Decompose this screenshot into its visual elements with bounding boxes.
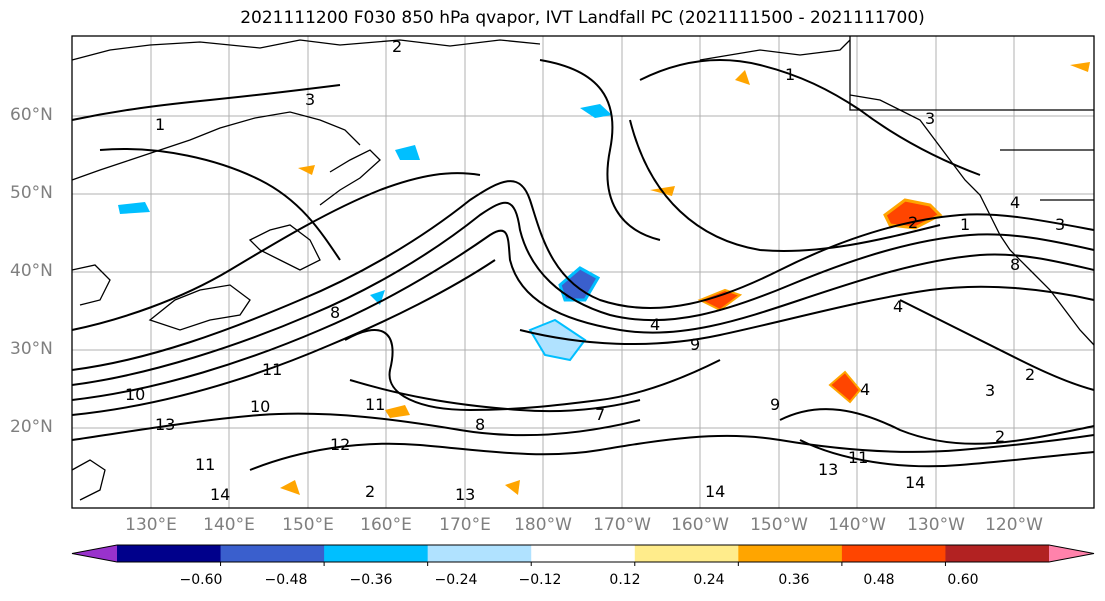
- colorbar-swatch: [427, 545, 532, 562]
- lon-label: 130°W: [907, 515, 965, 535]
- contour-label: 8: [475, 415, 485, 434]
- lon-label: 180°W: [514, 515, 572, 535]
- lon-label: 170°W: [593, 515, 651, 535]
- contour-label: 13: [455, 485, 475, 504]
- contour-label: 1: [960, 215, 970, 234]
- colorbar-extend-max: [1049, 545, 1094, 562]
- colorbar-tick-label: −0.36: [349, 572, 393, 588]
- lat-label-60n: 60°N: [10, 105, 53, 125]
- colorbar-swatch: [945, 545, 1050, 562]
- colorbar-swatch: [324, 545, 429, 562]
- contour-label: 10: [250, 397, 270, 416]
- colorbar-tick-label: −0.24: [434, 572, 478, 588]
- contour-label: 2: [392, 37, 402, 56]
- contour-label: 4: [893, 297, 903, 316]
- contour-label: 1: [785, 65, 795, 84]
- colorbar-tick-label: −0.60: [179, 572, 223, 588]
- contour-label: 4: [860, 380, 870, 399]
- lat-label-50n: 50°N: [10, 183, 53, 203]
- graticule: [72, 36, 1094, 508]
- contour-label: 8: [1010, 255, 1020, 274]
- colorbar-tick-label: −0.48: [264, 572, 308, 588]
- colorbar-swatch: [531, 545, 636, 562]
- contour-label: 11: [848, 448, 868, 467]
- contour-label: 7: [595, 405, 605, 424]
- lon-label: 140°E: [203, 515, 255, 535]
- colorbar-tick-label: 0.24: [693, 572, 725, 588]
- contour-label: 8: [330, 303, 340, 322]
- contour-label: 3: [1055, 215, 1065, 234]
- ivt-contours: [71, 59, 1095, 471]
- contour-label: 13: [155, 415, 175, 434]
- colorbar-swatch: [220, 545, 325, 562]
- colorbar-tick-label: 0.36: [778, 572, 810, 588]
- contour-label: 2: [365, 482, 375, 501]
- contour-label: 13: [818, 460, 838, 479]
- coastlines: [71, 36, 1095, 501]
- lat-label-20n: 20°N: [10, 417, 53, 437]
- colorbar-swatch: [738, 545, 843, 562]
- lon-label: 130°E: [125, 515, 177, 535]
- qvapor-anomaly-patches: [118, 62, 1090, 495]
- lon-label: 140°W: [828, 515, 886, 535]
- lon-label: 150°W: [750, 515, 808, 535]
- contour-label: 1: [155, 115, 165, 134]
- contour-label: 2: [995, 427, 1005, 446]
- contour-label: 2: [1025, 365, 1035, 384]
- contour-label: 2: [908, 213, 918, 232]
- map-title: 2021111200 F030 850 hPa qvapor, IVT Land…: [240, 8, 925, 28]
- contour-label: 4: [1010, 193, 1020, 212]
- contour-label: 4: [650, 315, 660, 334]
- contour-label: 11: [195, 455, 215, 474]
- contour-label-group: 2 1 3 1 1 2 4 4 4 9 11 10 10 13 11 12 11…: [125, 37, 1065, 504]
- lon-label: 150°E: [282, 515, 334, 535]
- contour-label: 14: [705, 482, 725, 501]
- lat-label-30n: 30°N: [10, 339, 53, 359]
- lon-label: 160°E: [360, 515, 412, 535]
- contour-label: 11: [365, 395, 385, 414]
- colorbar-tick-label: 0.60: [947, 572, 979, 588]
- contour-label: 3: [985, 381, 995, 400]
- contour-label: 9: [690, 335, 700, 354]
- contour-label: 14: [905, 473, 925, 492]
- lon-label: 120°W: [985, 515, 1043, 535]
- lon-label: 160°W: [671, 515, 729, 535]
- contour-label: 9: [770, 395, 780, 414]
- lon-label: 170°E: [439, 515, 491, 535]
- colorbar-tick-label: 0.12: [609, 572, 641, 588]
- contour-label: 10: [125, 385, 145, 404]
- lat-label-40n: 40°N: [10, 261, 53, 281]
- colorbar-outline: [71, 544, 1095, 563]
- colorbar-swatch: [841, 545, 946, 562]
- colorbar-tick-label: 0.48: [863, 572, 895, 588]
- plot-frame: [71, 35, 1095, 509]
- colorbar-extend-min: [72, 545, 117, 562]
- contour-label: 11: [262, 360, 282, 379]
- colorbar-tick-label: −0.12: [518, 572, 562, 588]
- colorbar-swatch: [117, 545, 222, 562]
- contour-label: 3: [305, 90, 315, 109]
- colorbar-swatch: [634, 545, 739, 562]
- contour-label: 14: [210, 485, 230, 504]
- contour-label: 12: [330, 435, 350, 454]
- contour-label: 3: [925, 109, 935, 128]
- colorbar: [71, 544, 1095, 566]
